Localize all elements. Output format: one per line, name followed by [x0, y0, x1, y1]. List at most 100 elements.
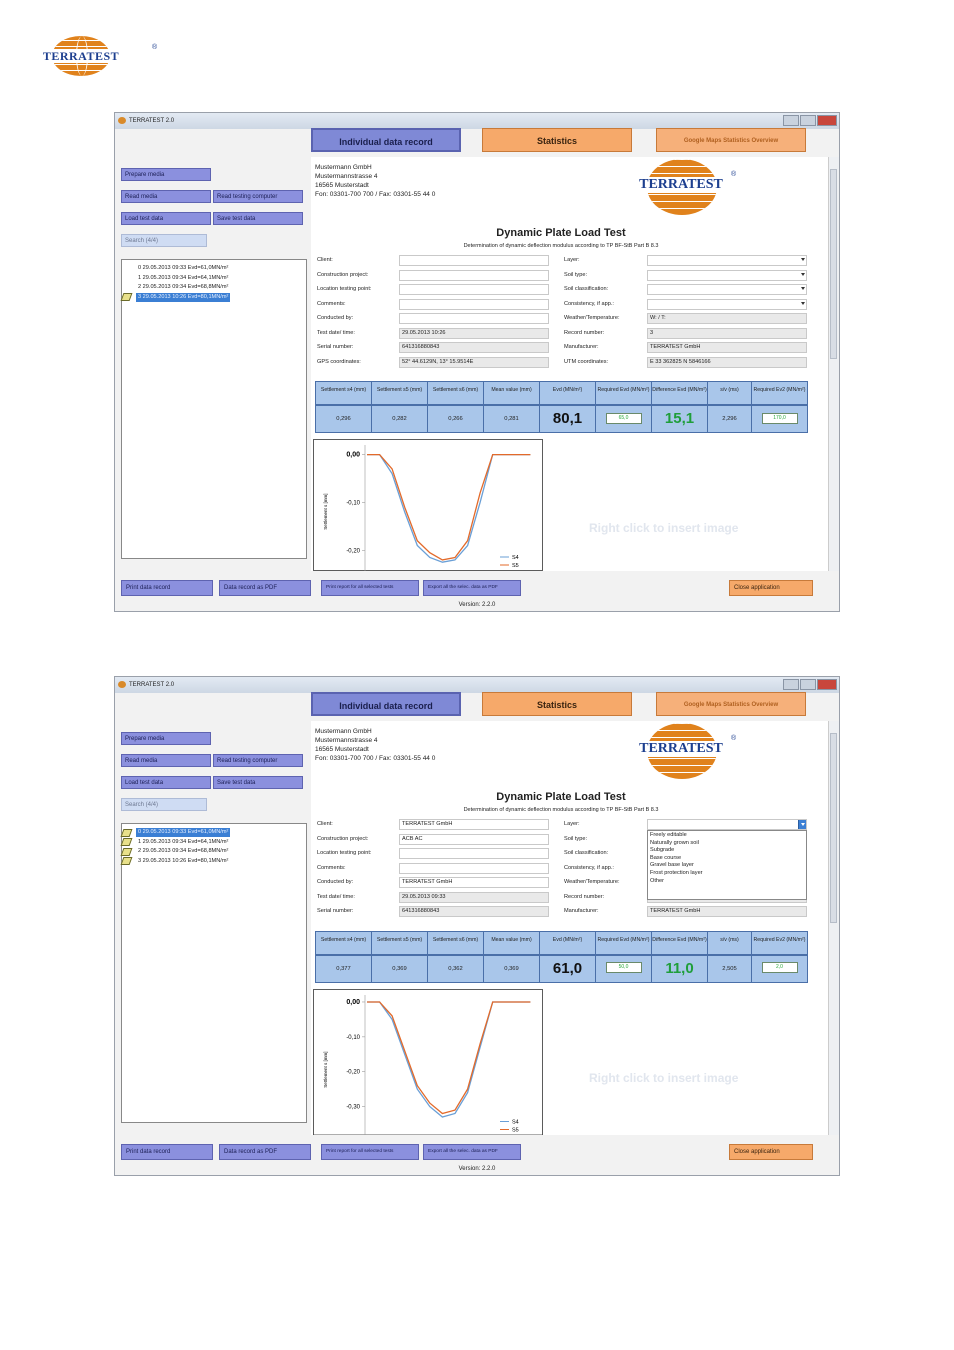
field-label: Soil type:	[564, 271, 588, 278]
series-line-s5	[367, 453, 531, 561]
list-item[interactable]: 1 29.05.2013 09:34 Evd=64,1MN/m²	[138, 274, 229, 281]
field-input-left-4[interactable]: TERRATEST GmbH	[399, 877, 549, 888]
dropdown-option[interactable]: Naturally grown soil	[650, 839, 699, 846]
print-all-selected-button[interactable]: Print report for all selected tests	[321, 580, 419, 596]
pencil-icon	[120, 847, 133, 856]
field-input-right-3[interactable]	[647, 298, 807, 310]
measure-value[interactable]: 65,0	[605, 412, 642, 424]
save-test-data-button[interactable]: Save test data	[213, 212, 303, 225]
y-tick-label: 0,00	[346, 998, 360, 1005]
close-icon[interactable]	[817, 679, 837, 690]
legend-entry: S5	[512, 563, 519, 569]
field-input-right-2[interactable]	[647, 284, 807, 295]
dropdown-option[interactable]: Freely editable	[650, 832, 687, 838]
close-icon[interactable]	[817, 115, 837, 126]
read-testing-computer-button[interactable]: Read testing computer	[213, 190, 303, 203]
tab-individual-data-record[interactable]: Individual data record	[311, 128, 461, 152]
report-logo: TERRATEST ®	[629, 157, 736, 219]
read-testing-computer-button[interactable]: Read testing computer	[213, 754, 303, 767]
field-input-left-0[interactable]	[399, 255, 549, 266]
tab-google-maps[interactable]: Google Maps Statistics Overview	[656, 692, 806, 716]
registered-mark: ®	[152, 44, 158, 51]
maximize-icon[interactable]	[800, 115, 816, 126]
list-item[interactable]: 0 29.05.2013 09:33 Evd=61,0MN/m²	[136, 828, 231, 837]
app-window-2: TERRATEST 2.0 Individual data record Stati…	[114, 676, 840, 1176]
close-application-button[interactable]: Close application	[729, 1144, 813, 1160]
prepare-media-button[interactable]: Prepare media	[121, 732, 211, 745]
prepare-media-button[interactable]: Prepare media	[121, 168, 211, 181]
close-application-button[interactable]: Close application	[729, 580, 813, 596]
print-data-record-button[interactable]: Print data record	[121, 580, 213, 596]
field-input-left-0[interactable]: TERRATEST GmbH	[399, 819, 549, 830]
record-list[interactable]: 0 29.05.2013 09:33 Evd=61,0MN/m² 1 29.05.…	[120, 823, 307, 1123]
insert-image-hint[interactable]: Right click to insert image	[589, 1070, 739, 1085]
field-input-left-2[interactable]	[399, 284, 549, 295]
measure-value[interactable]: 170,0	[761, 412, 798, 424]
report-scrollbar[interactable]	[828, 157, 839, 571]
dropdown-option[interactable]: Frost protection layer	[650, 869, 703, 876]
list-item[interactable]: 2 29.05.2013 09:34 Evd=68,8MN/m²	[138, 848, 229, 854]
tab-statistics[interactable]: Statistics	[482, 128, 632, 152]
measure-value[interactable]: 2,0	[761, 962, 798, 974]
dropdown-option[interactable]: Other	[650, 877, 664, 884]
field-input-left-1[interactable]	[399, 269, 549, 281]
table-value-cell: 0,369	[483, 954, 540, 983]
search-button[interactable]: Search (4/4)	[121, 234, 207, 247]
table-header-cell: Difference Evd (MN/m²)	[651, 930, 708, 955]
legend-entry: S4	[512, 1119, 519, 1125]
chevron-down-icon[interactable]	[801, 258, 805, 261]
address-line: Fon: 03301-700 700 / Fax: 03301-55 44 0	[315, 191, 436, 198]
data-record-pdf-button[interactable]: Data record as PDF	[219, 580, 311, 596]
measure-value[interactable]: 50,0	[605, 962, 642, 974]
table-value-cell: 11,0	[651, 954, 708, 983]
field-input-left-2[interactable]	[399, 848, 549, 859]
list-item[interactable]: 3 29.05.2013 10:26 Evd=80,1MN/m²	[136, 292, 231, 302]
field-input-left-4[interactable]	[399, 313, 549, 324]
dropdown-option[interactable]: Gravel base layer	[650, 862, 694, 869]
field-input-left-3[interactable]	[399, 862, 549, 874]
field-input-right-1[interactable]	[647, 269, 807, 281]
maximize-icon[interactable]	[800, 679, 816, 690]
field-input-right-0[interactable]	[647, 255, 807, 266]
layer-dropdown-list[interactable]: Freely editable Naturally grown soil Subgr…	[647, 830, 807, 900]
report-scrollbar[interactable]	[828, 721, 839, 1135]
chevron-down-icon[interactable]	[798, 820, 806, 829]
list-item[interactable]: 1 29.05.2013 09:34 Evd=64,1MN/m²	[138, 838, 229, 845]
chart-frame	[313, 439, 543, 571]
list-item[interactable]: 3 29.05.2013 10:26 Evd=80,1MN/m²	[138, 857, 229, 864]
scrollbar-thumb[interactable]	[830, 733, 837, 923]
read-media-button[interactable]: Read media	[121, 754, 211, 767]
load-test-data-button[interactable]: Load test data	[121, 776, 211, 789]
print-all-selected-button[interactable]: Print report for all selected tests	[321, 1144, 419, 1160]
search-button[interactable]: Search (4/4)	[121, 798, 207, 811]
chevron-down-icon[interactable]	[801, 301, 805, 305]
load-test-data-button[interactable]: Load test data	[121, 212, 211, 225]
record-list[interactable]: 0 29.05.2013 09:33 Evd=61,0MN/m² 1 29.05.…	[120, 259, 307, 559]
terratest-logo: TERRATEST ®	[34, 36, 157, 76]
data-record-pdf-button[interactable]: Data record as PDF	[219, 1144, 311, 1160]
minimize-icon[interactable]	[783, 679, 799, 690]
field-input-left-3[interactable]	[399, 298, 549, 310]
tab-individual-data-record[interactable]: Individual data record	[311, 692, 461, 716]
read-media-button[interactable]: Read media	[121, 190, 211, 203]
insert-image-hint[interactable]: Right click to insert image	[589, 521, 739, 535]
chevron-down-icon[interactable]	[801, 272, 805, 276]
save-test-data-button[interactable]: Save test data	[213, 776, 303, 789]
dropdown-option[interactable]: Subgrade	[650, 847, 675, 854]
field-input-right-0[interactable]	[647, 819, 807, 830]
list-item[interactable]: 0 29.05.2013 09:33 Evd=61,0MN/m²	[138, 265, 229, 271]
address-line: Mustermannstrasse 4	[315, 737, 378, 744]
tab-statistics[interactable]: Statistics	[482, 692, 632, 716]
export-selected-pdf-button[interactable]: Export all the selec. data as PDF	[423, 580, 521, 596]
tab-google-maps[interactable]: Google Maps Statistics Overview	[656, 128, 806, 152]
list-item[interactable]: 2 29.05.2013 09:34 Evd=68,8MN/m²	[138, 284, 229, 290]
dropdown-option[interactable]: Base course	[650, 854, 682, 861]
scrollbar-thumb[interactable]	[830, 169, 837, 359]
window-controls	[783, 115, 837, 126]
chevron-down-icon[interactable]	[801, 287, 805, 290]
print-data-record-button[interactable]: Print data record	[121, 1144, 213, 1160]
field-input-left-1[interactable]: ACB AC	[399, 833, 549, 845]
export-selected-pdf-button[interactable]: Export all the selec. data as PDF	[423, 1144, 521, 1160]
field-label: Manufacturer:	[564, 908, 599, 914]
minimize-icon[interactable]	[783, 115, 799, 126]
